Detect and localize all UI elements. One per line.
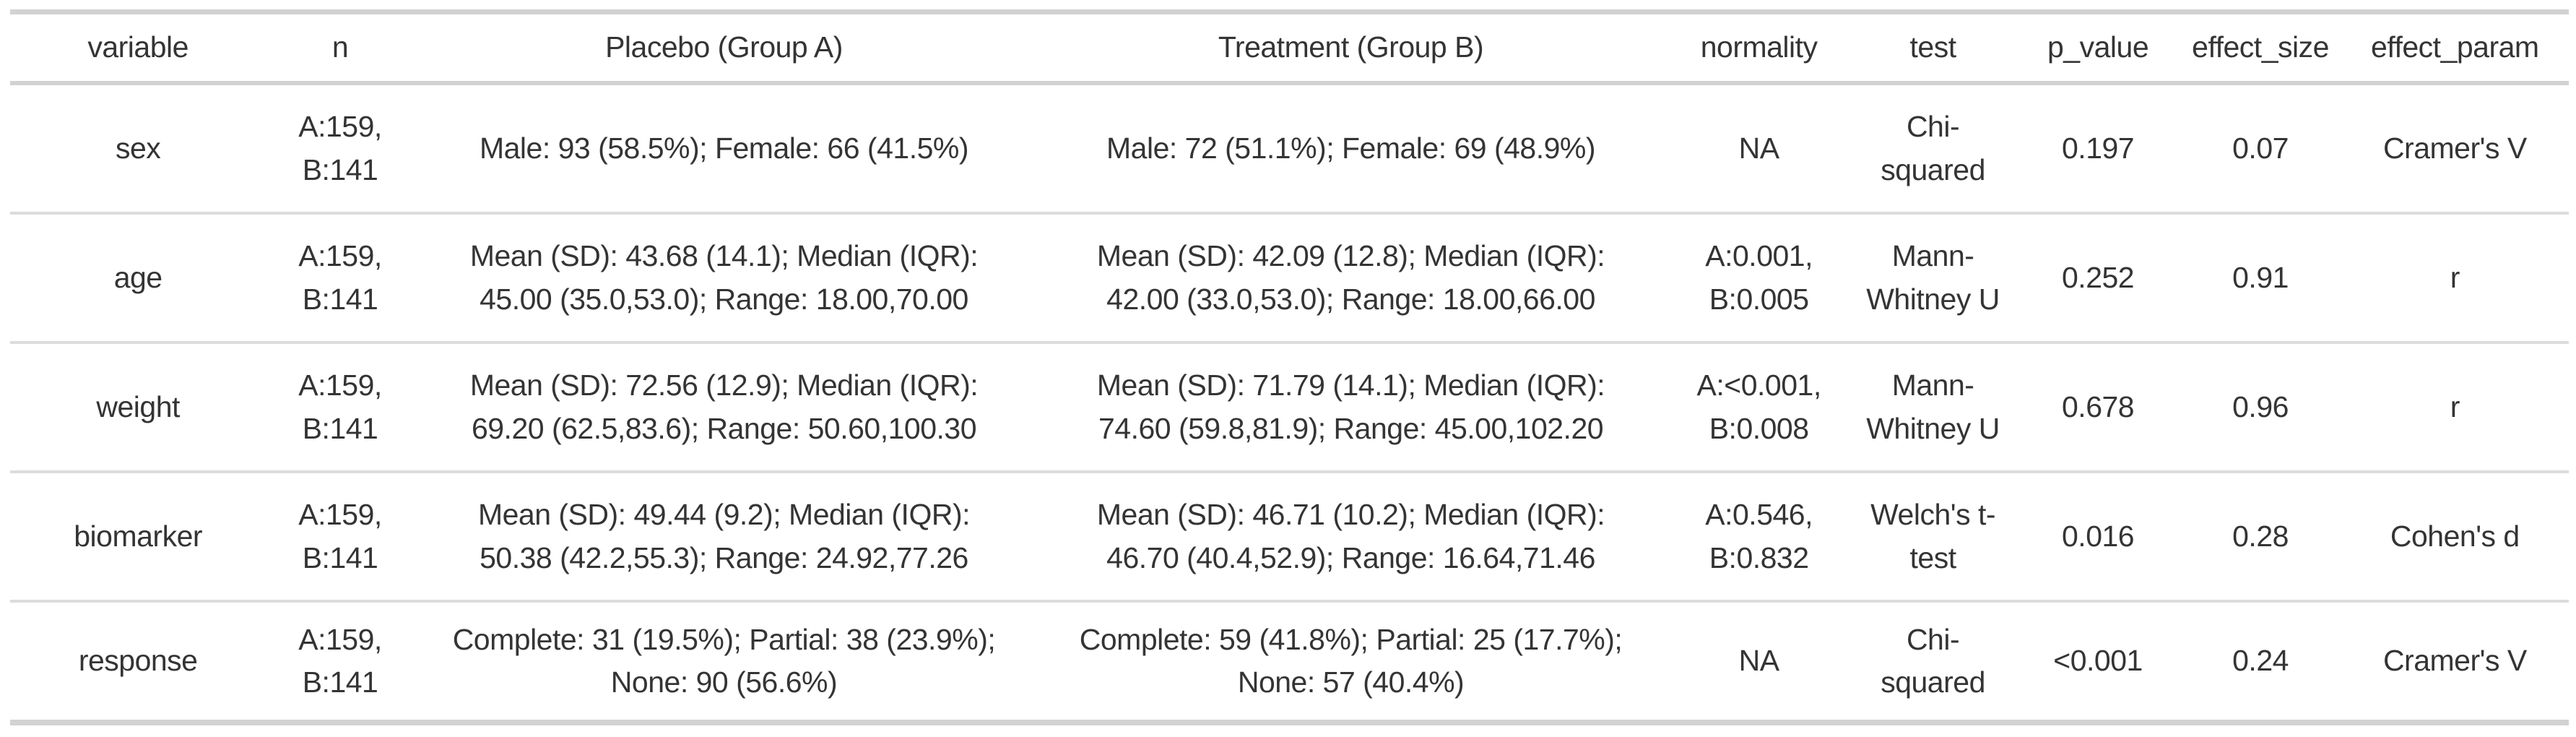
cell-placebo: Mean (SD): 72.56 (12.9); Median (IQR): 6… bbox=[414, 342, 1034, 473]
cell-effect-size: 0.28 bbox=[2180, 472, 2341, 603]
cell-p-value: <0.001 bbox=[2016, 601, 2180, 725]
header-row: variable n Placebo (Group A) Treatment (… bbox=[10, 9, 2569, 85]
table-row-response: response A:159, B:141 Complete: 31 (19.5… bbox=[10, 601, 2569, 725]
cell-treatment: Mean (SD): 71.79 (14.1); Median (IQR): 7… bbox=[1033, 342, 1668, 473]
cell-effect-param: Cramer's V bbox=[2341, 83, 2569, 215]
cell-p-value: 0.016 bbox=[2016, 472, 2180, 603]
cell-test: Welch's t- test bbox=[1849, 472, 2016, 603]
table-row-age: age A:159, B:141 Mean (SD): 43.68 (14.1)… bbox=[10, 213, 2569, 344]
cell-p-value: 0.252 bbox=[2016, 213, 2180, 344]
column-header-variable: variable bbox=[10, 9, 266, 85]
column-header-treatment: Treatment (Group B) bbox=[1033, 9, 1668, 85]
column-header-normality: normality bbox=[1668, 9, 1850, 85]
cell-n: A:159, B:141 bbox=[266, 83, 415, 215]
cell-test: Chi-squared bbox=[1849, 601, 2016, 725]
cell-n: A:159, B:141 bbox=[266, 342, 415, 473]
cell-effect-param: r bbox=[2341, 342, 2569, 473]
cell-treatment: Mean (SD): 46.71 (10.2); Median (IQR): 4… bbox=[1033, 472, 1668, 603]
cell-placebo: Mean (SD): 43.68 (14.1); Median (IQR): 4… bbox=[414, 213, 1034, 344]
cell-p-value: 0.197 bbox=[2016, 83, 2180, 215]
group-comparison-table: variable n Placebo (Group A) Treatment (… bbox=[10, 9, 2569, 725]
table-row-biomarker: biomarker A:159, B:141 Mean (SD): 49.44 … bbox=[10, 472, 2569, 603]
cell-treatment: Male: 72 (51.1%); Female: 69 (48.9%) bbox=[1033, 83, 1668, 215]
cell-p-value: 0.678 bbox=[2016, 342, 2180, 473]
cell-treatment: Mean (SD): 42.09 (12.8); Median (IQR): 4… bbox=[1033, 213, 1668, 344]
cell-normality: A:0.001, B:0.005 bbox=[1668, 213, 1850, 344]
cell-effect-param: r bbox=[2341, 213, 2569, 344]
column-header-effect-size: effect_size bbox=[2180, 9, 2341, 85]
table-header: variable n Placebo (Group A) Treatment (… bbox=[10, 9, 2569, 85]
table-body: sex A:159, B:141 Male: 93 (58.5%); Femal… bbox=[10, 83, 2569, 725]
cell-n: A:159, B:141 bbox=[266, 472, 415, 603]
cell-test: Mann- Whitney U bbox=[1849, 213, 2016, 344]
cell-normality: NA bbox=[1668, 83, 1850, 215]
cell-placebo: Male: 93 (58.5%); Female: 66 (41.5%) bbox=[414, 83, 1034, 215]
cell-treatment: Complete: 59 (41.8%); Partial: 25 (17.7%… bbox=[1033, 601, 1668, 725]
cell-test: Mann- Whitney U bbox=[1849, 342, 2016, 473]
cell-variable: sex bbox=[10, 83, 266, 215]
cell-normality: A:<0.001, B:0.008 bbox=[1668, 342, 1850, 473]
cell-effect-size: 0.24 bbox=[2180, 601, 2341, 725]
cell-effect-size: 0.96 bbox=[2180, 342, 2341, 473]
cell-placebo: Complete: 31 (19.5%); Partial: 38 (23.9%… bbox=[414, 601, 1034, 725]
cell-effect-param: Cramer's V bbox=[2341, 601, 2569, 725]
cell-variable: weight bbox=[10, 342, 266, 473]
column-header-placebo: Placebo (Group A) bbox=[414, 9, 1034, 85]
table-row-weight: weight A:159, B:141 Mean (SD): 72.56 (12… bbox=[10, 342, 2569, 473]
cell-placebo: Mean (SD): 49.44 (9.2); Median (IQR): 50… bbox=[414, 472, 1034, 603]
cell-effect-size: 0.91 bbox=[2180, 213, 2341, 344]
column-header-p-value: p_value bbox=[2016, 9, 2180, 85]
cell-test: Chi-squared bbox=[1849, 83, 2016, 215]
cell-normality: NA bbox=[1668, 601, 1850, 725]
cell-variable: response bbox=[10, 601, 266, 725]
table-row-sex: sex A:159, B:141 Male: 93 (58.5%); Femal… bbox=[10, 83, 2569, 215]
cell-effect-param: Cohen's d bbox=[2341, 472, 2569, 603]
cell-variable: age bbox=[10, 213, 266, 344]
column-header-n: n bbox=[266, 9, 415, 85]
statistical-results-table: variable n Placebo (Group A) Treatment (… bbox=[10, 9, 2569, 725]
cell-n: A:159, B:141 bbox=[266, 213, 415, 344]
cell-variable: biomarker bbox=[10, 472, 266, 603]
column-header-test: test bbox=[1849, 9, 2016, 85]
cell-n: A:159, B:141 bbox=[266, 601, 415, 725]
cell-effect-size: 0.07 bbox=[2180, 83, 2341, 215]
cell-normality: A:0.546, B:0.832 bbox=[1668, 472, 1850, 603]
column-header-effect-param: effect_param bbox=[2341, 9, 2569, 85]
